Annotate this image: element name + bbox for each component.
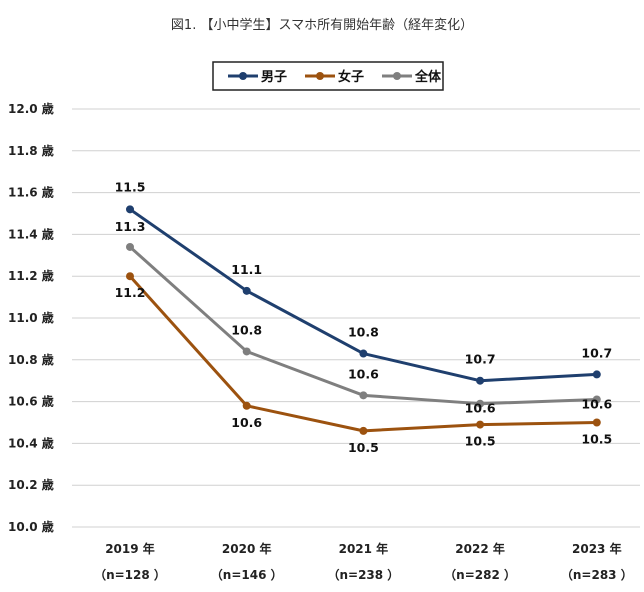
x-tick-label: 2019 年 <box>105 541 155 556</box>
x-tick-sublabel: （n=283 ） <box>561 567 633 582</box>
legend-marker <box>393 72 401 80</box>
y-tick-label: 10.6 歳 <box>8 394 54 409</box>
data-label: 10.6 <box>348 366 379 381</box>
data-point <box>242 401 251 410</box>
y-tick-label: 11.0 歳 <box>8 310 54 325</box>
x-tick-label: 2021 年 <box>339 541 389 556</box>
legend-label: 男子 <box>261 70 287 85</box>
y-tick-label: 11.2 歳 <box>8 268 54 283</box>
data-label: 10.5 <box>348 440 379 455</box>
x-tick-sublabel: （n=128 ） <box>94 567 166 582</box>
y-tick-label: 12.0 歳 <box>8 101 54 116</box>
data-label: 11.3 <box>115 219 146 234</box>
data-point <box>242 347 251 356</box>
data-label: 10.6 <box>465 401 496 416</box>
y-tick-label: 11.6 歳 <box>8 185 54 200</box>
y-tick-label: 10.4 歳 <box>8 435 54 450</box>
data-point <box>359 391 368 400</box>
x-tick-sublabel: （n=282 ） <box>444 567 516 582</box>
data-point <box>476 420 485 429</box>
chart-title: 図1. 【小中学生】スマホ所有開始年齢（経年変化） <box>170 18 474 33</box>
x-tick-label: 2022 年 <box>455 541 505 556</box>
legend-marker <box>316 72 324 80</box>
x-tick-sublabel: （n=146 ） <box>211 567 283 582</box>
x-tick-sublabel: （n=238 ） <box>327 567 399 582</box>
legend-label: 全体 <box>414 69 442 85</box>
legend-label: 女子 <box>338 69 364 85</box>
y-tick-label: 10.0 歳 <box>8 519 54 534</box>
data-label: 10.6 <box>581 397 612 412</box>
data-point <box>592 395 601 404</box>
legend-marker <box>239 72 247 80</box>
data-point <box>242 286 251 295</box>
data-point <box>476 399 485 408</box>
data-label: 10.7 <box>465 352 496 367</box>
data-point <box>476 376 485 385</box>
y-tick-label: 11.8 歳 <box>8 143 54 158</box>
y-tick-label: 10.2 歳 <box>8 477 54 492</box>
data-label: 11.5 <box>115 179 146 194</box>
data-point <box>359 426 368 435</box>
data-label: 10.7 <box>581 345 612 360</box>
y-tick-label: 11.4 歳 <box>8 226 54 241</box>
data-label: 10.5 <box>581 432 612 447</box>
data-label: 10.6 <box>231 415 262 430</box>
data-label: 11.1 <box>231 262 262 277</box>
data-point <box>592 418 601 427</box>
data-label: 10.8 <box>231 322 262 337</box>
data-point <box>126 272 134 281</box>
data-point <box>592 370 601 379</box>
x-tick-label: 2023 年 <box>572 541 622 556</box>
y-tick-label: 10.8 歳 <box>8 352 54 367</box>
data-label: 11.2 <box>115 285 146 300</box>
x-tick-label: 2020 年 <box>222 541 272 556</box>
data-point <box>359 349 368 358</box>
data-point <box>126 242 134 251</box>
data-label: 10.5 <box>465 434 496 449</box>
data-point <box>126 205 134 214</box>
data-label: 10.8 <box>348 325 379 340</box>
